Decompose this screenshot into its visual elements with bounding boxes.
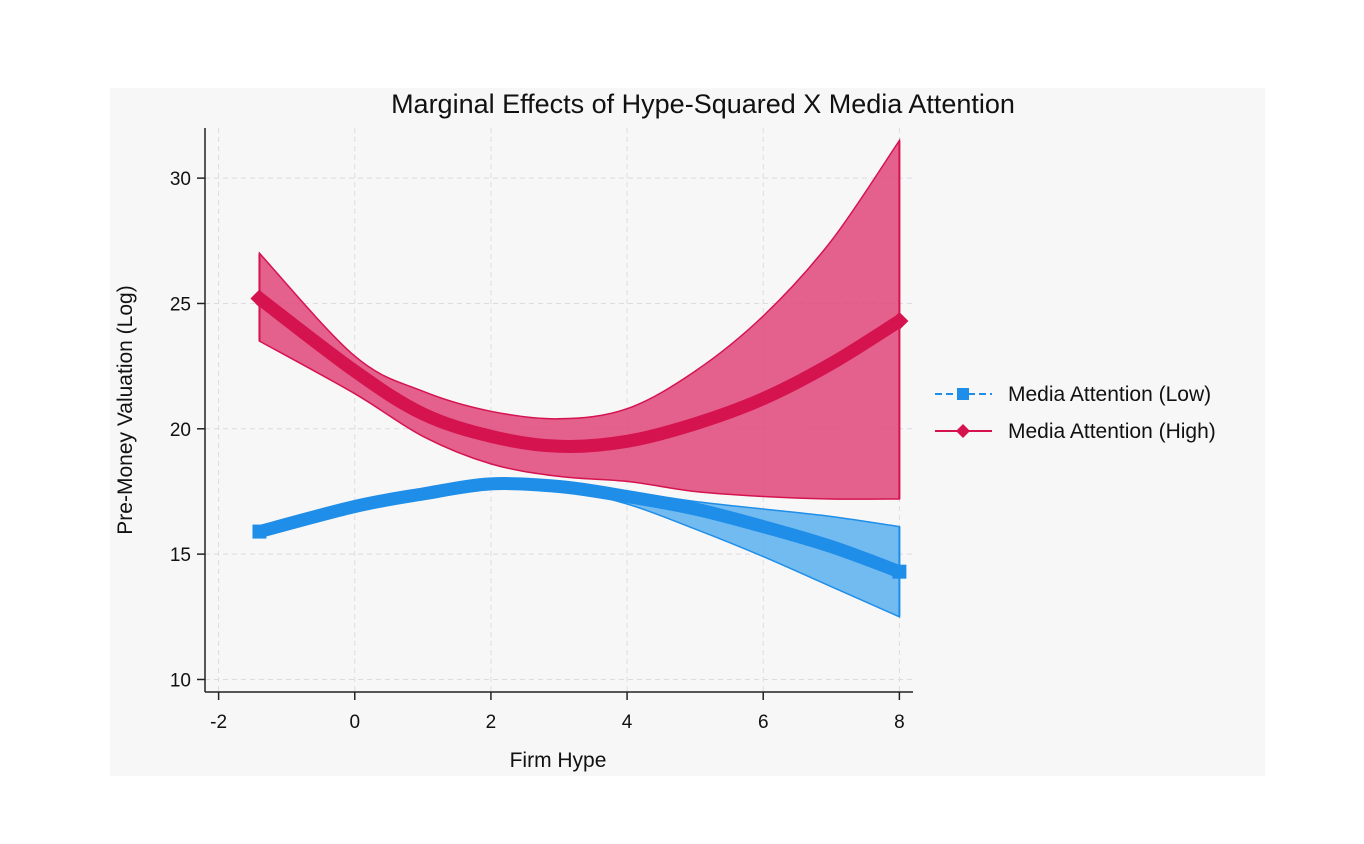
legend-marker-square xyxy=(957,388,969,400)
chart-title: Marginal Effects of Hype-Squared X Media… xyxy=(391,89,1015,119)
x-tick-label: 8 xyxy=(894,712,905,733)
series-marker xyxy=(890,312,909,331)
legend: Media Attention (Low) Media Attention (Hi… xyxy=(935,383,1216,443)
series-marker xyxy=(252,524,267,539)
x-axis-title: Firm Hype xyxy=(510,749,607,772)
series-marker xyxy=(250,289,269,308)
y-axis-title: Pre-Money Valuation (Log) xyxy=(114,285,137,534)
series-marker xyxy=(892,564,907,579)
legend-entry-label: Media Attention (High) xyxy=(1008,420,1216,443)
y-tick-label: 25 xyxy=(170,294,191,315)
x-tick-label: 2 xyxy=(486,712,497,733)
legend-marker-diamond xyxy=(956,424,970,438)
y-tick-label: 20 xyxy=(170,420,191,441)
legend-entry-label: Media Attention (Low) xyxy=(1008,383,1211,406)
y-tick-label: 10 xyxy=(170,670,191,691)
axis-layer: 10 15 20 25 30 -2 0 2 4 6 8 xyxy=(170,128,913,733)
x-tick-label: 4 xyxy=(622,712,633,733)
series-line-layer xyxy=(250,289,909,579)
x-tick-label: 0 xyxy=(349,712,360,733)
y-tick-label: 30 xyxy=(170,169,191,190)
y-tick-label: 15 xyxy=(170,545,191,566)
series-line-high xyxy=(255,293,903,453)
x-tick-label: -2 xyxy=(210,712,227,733)
series-line-low xyxy=(257,477,902,578)
x-tick-label: 6 xyxy=(758,712,769,733)
